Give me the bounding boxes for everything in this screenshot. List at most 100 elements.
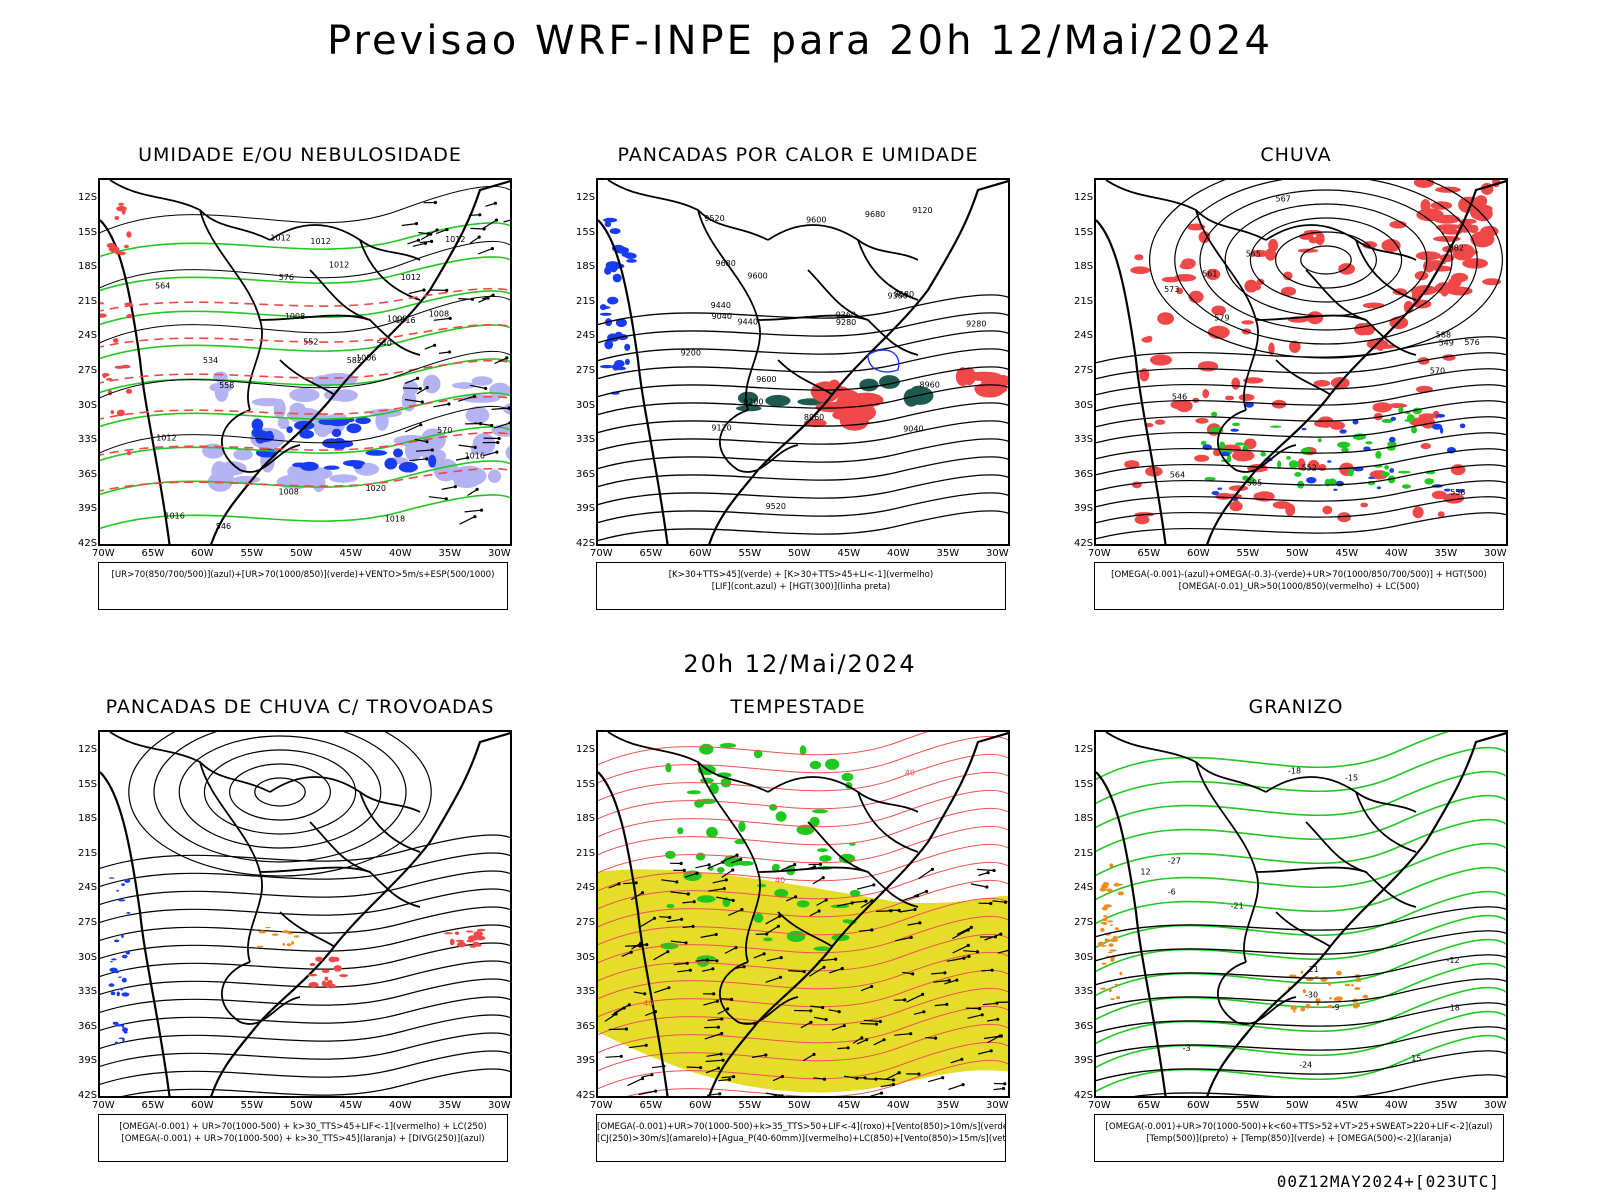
temp500-contour bbox=[1096, 1050, 1506, 1082]
wind850-vector bbox=[809, 909, 821, 917]
state-border bbox=[1355, 239, 1417, 301]
lc250-streamline bbox=[121, 1068, 510, 1096]
panel-umidade[interactable]: UMIDADE E/OU NEBULOSIDADE 1008 1012 1012 100… bbox=[78, 140, 520, 620]
map-frame[interactable]: 9680 9600 9680 9600 9520 9440 9360 9280 9200 9120… bbox=[596, 178, 1010, 546]
lon-tick-label: 60W bbox=[689, 548, 712, 559]
omega-green-area bbox=[1381, 418, 1394, 423]
map-frame[interactable] bbox=[98, 730, 512, 1098]
hgt500-contour bbox=[1096, 384, 1506, 412]
humidity-blue-area bbox=[265, 430, 274, 438]
panel-granizo[interactable]: GRANIZO -3 -6 -9 -12 -15 -18 -21 -24 -27 -30 12 15 18… bbox=[1074, 692, 1516, 1172]
lon-tick-label: 65W bbox=[639, 1100, 663, 1111]
lat-tick-label: 18S bbox=[78, 261, 98, 273]
temp850-green-contour bbox=[1096, 962, 1506, 1021]
lc850-red-streamline bbox=[598, 771, 1008, 820]
state-border bbox=[221, 961, 301, 1025]
wind850-vector bbox=[880, 1082, 896, 1088]
wind-vector bbox=[482, 440, 500, 445]
temp500-contour bbox=[1096, 954, 1506, 986]
lon-tick-label: 40W bbox=[887, 548, 910, 559]
wind850-green-area bbox=[830, 904, 850, 909]
omega-green-area bbox=[1347, 468, 1354, 477]
contour-label: 18 bbox=[1450, 1003, 1460, 1012]
hgt300-contour bbox=[598, 330, 1008, 362]
panel-pancadas-trovoadas[interactable]: PANCADAS DE CHUVA C/ TROVOADAS 12S 15S 18S 2… bbox=[78, 692, 520, 1172]
omega500-orange bbox=[1109, 924, 1113, 926]
omega-green-area bbox=[1300, 447, 1312, 455]
temp500-contour bbox=[1096, 906, 1506, 938]
wind850-vector bbox=[906, 1072, 921, 1076]
wind850-vector bbox=[894, 1032, 913, 1036]
lon-tick-label: 70W bbox=[590, 548, 613, 559]
contour-label: -21 bbox=[1231, 901, 1244, 910]
wind850-vector bbox=[813, 1077, 827, 1081]
k-tts-red bbox=[324, 981, 333, 988]
state-border bbox=[279, 911, 336, 948]
red-dashed-thickness bbox=[100, 287, 510, 312]
wind850-green-area bbox=[716, 867, 725, 873]
map-frame[interactable]: 588 585 582 579 576 573 570 567 564 561 558 555 552 5… bbox=[1094, 178, 1508, 546]
wind850-vector bbox=[703, 999, 719, 1006]
omega500-orange bbox=[1099, 987, 1106, 990]
rain-red-area bbox=[1372, 402, 1392, 413]
contour-label: 9680 bbox=[865, 210, 885, 219]
divg-blue bbox=[108, 983, 115, 987]
wind850-vector bbox=[893, 998, 907, 1002]
map-frame[interactable]: -3 -6 -9 -12 -15 -18 -21 -24 -27 -30 12 15 18 21 bbox=[1094, 730, 1508, 1098]
map-frame[interactable]: 1008 1012 1012 1006 1012 1008 1016 1012 1012 1008… bbox=[98, 178, 512, 546]
wind850-vector bbox=[733, 965, 746, 970]
wind850-vector bbox=[860, 1022, 879, 1026]
contour-label: 9680 bbox=[894, 290, 914, 299]
panel-pancadas-calor[interactable]: PANCADAS POR CALOR E UMIDADE 9680 9600 9680… bbox=[576, 140, 1018, 620]
lon-tick-label: 35W bbox=[1434, 548, 1458, 559]
omega-green-area bbox=[1317, 438, 1322, 443]
wind850-green-area bbox=[796, 824, 815, 835]
wind-vector bbox=[458, 444, 477, 449]
wind850-vector bbox=[802, 1052, 816, 1062]
lon-tick-label: 35W bbox=[438, 548, 462, 559]
temp850-green-contour bbox=[1096, 746, 1506, 805]
panel-title: CHUVA bbox=[1260, 144, 1332, 166]
omega-green-area bbox=[1380, 471, 1390, 477]
humidity-lavender-area bbox=[465, 406, 490, 424]
hgt500-ring bbox=[1149, 180, 1503, 359]
rain-red-area bbox=[1338, 263, 1355, 275]
k-tts-teal-area bbox=[910, 385, 927, 396]
lat-tick-label: 30S bbox=[1074, 399, 1094, 411]
map-svg: 40 40 40 bbox=[598, 732, 1008, 1096]
wind850-vector bbox=[954, 954, 971, 961]
contour-label: 1020 bbox=[366, 484, 386, 493]
rain-red-area bbox=[1414, 271, 1429, 281]
lon-tick-label: 35W bbox=[936, 548, 960, 559]
wind-vector bbox=[478, 296, 490, 303]
k-tts-red bbox=[339, 974, 348, 978]
wind-vector bbox=[438, 350, 452, 354]
map-frame[interactable]: 40 40 40 bbox=[596, 730, 1010, 1098]
wind-vector bbox=[483, 450, 499, 457]
lat-tick-label: 33S bbox=[576, 986, 596, 998]
lon-tick-label: 50W bbox=[788, 1100, 811, 1111]
wind850-green-area bbox=[738, 821, 746, 832]
contour-label: -27 bbox=[1168, 857, 1181, 866]
wind850-vector bbox=[863, 1019, 882, 1024]
lat-tick-label: 39S bbox=[1074, 503, 1094, 515]
wind-vector bbox=[470, 227, 486, 231]
wind850-vector bbox=[753, 952, 766, 959]
k-tts-orange bbox=[286, 943, 292, 947]
panel-tempestade[interactable]: TEMPESTADE 40 40 40 12S 15S 18S 21S 24S 27S 30S 33S… bbox=[576, 692, 1018, 1172]
wind850-vector bbox=[765, 914, 782, 925]
lif-blue-area bbox=[624, 358, 630, 365]
panel-chuva[interactable]: CHUVA 588 585 582 579 576 573 570 567 564 561 558 55… bbox=[1074, 140, 1516, 620]
wind850-vector bbox=[885, 1071, 901, 1081]
wind850-green-area bbox=[665, 762, 672, 773]
wind-vector bbox=[435, 228, 449, 235]
wind850-vector bbox=[1007, 1022, 1008, 1024]
hgt500-contour bbox=[1096, 368, 1506, 396]
hgt300-contour bbox=[598, 294, 1008, 326]
red-dots bbox=[126, 450, 132, 456]
rain-red-area bbox=[1415, 251, 1441, 261]
lc850-red-streamline bbox=[598, 951, 1008, 1000]
lon-tick-label: 30W bbox=[488, 548, 511, 559]
contour-label: 582 bbox=[1449, 243, 1464, 252]
lat-tick-label: 39S bbox=[576, 503, 596, 515]
